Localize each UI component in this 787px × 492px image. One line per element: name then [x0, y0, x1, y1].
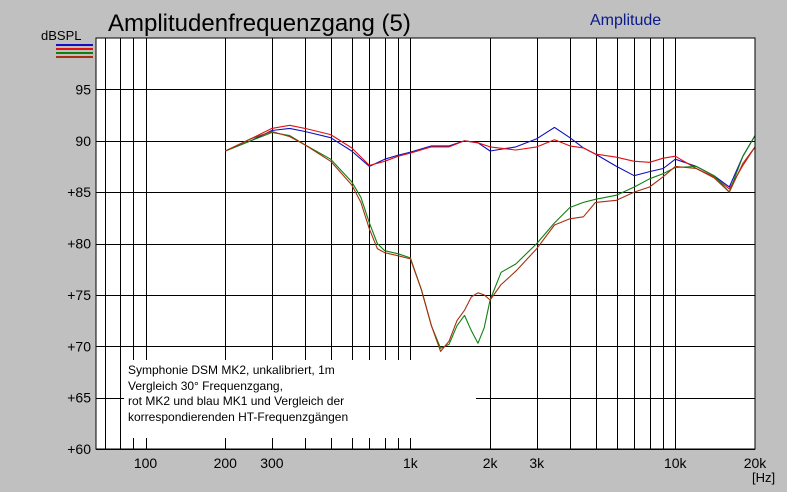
axis-ticks: 95 90 +85 +80 +75 +70 +65 +60 100 200 300 1k 2k 3k 10k…	[67, 81, 767, 471]
x-tick-label: 1k	[403, 455, 419, 471]
x-tick-label: 200	[214, 455, 238, 471]
plot-frame	[95, 37, 756, 450]
x-tick-label: 10k	[664, 455, 688, 471]
legend-swatch-green	[56, 52, 93, 54]
annotation-line: Vergleich 30° Frequenzgang,	[128, 378, 283, 393]
legend-swatch-red	[56, 48, 93, 50]
y-tick-label: 90	[75, 133, 91, 149]
amplitude-label[interactable]: Amplitude	[590, 12, 662, 29]
legend-swatch-blue	[56, 44, 93, 46]
chart-title: Amplitudenfrequenzgang (5)	[108, 10, 411, 37]
y-tick-label: +60	[67, 441, 91, 457]
y-tick-label: +70	[67, 338, 91, 354]
annotation-box: Symphonie DSM MK2, unkalibriert, 1m Verg…	[124, 360, 476, 438]
y-tick-label: +80	[67, 236, 91, 252]
y-tick-label: 95	[75, 81, 91, 97]
series-line-2	[225, 131, 756, 349]
x-tick-label: 3k	[529, 455, 545, 471]
series-line-1	[225, 124, 756, 190]
annotation-line: korrespondierenden HT-Frequenzgängen	[128, 409, 349, 424]
y-tick-label: +85	[67, 184, 91, 200]
y-tick-label: +75	[67, 287, 91, 303]
x-tick-label: 100	[134, 455, 158, 471]
x-axis-unit: [Hz]	[752, 470, 776, 485]
x-tick-label: 20k	[744, 455, 768, 471]
series-line-3	[225, 130, 756, 352]
y-axis-unit: dBSPL	[41, 28, 82, 43]
legend-swatch-brown	[56, 56, 93, 58]
series-group	[225, 124, 756, 352]
y-tick-label: +65	[67, 390, 91, 406]
x-tick-label: 2k	[483, 455, 499, 471]
annotation-line: rot MK2 und blau MK1 und Vergleich der	[128, 394, 345, 408]
legend-swatches	[56, 44, 94, 64]
x-tick-label: 300	[260, 455, 284, 471]
annotation-line: Symphonie DSM MK2, unkalibriert, 1m	[128, 363, 335, 377]
